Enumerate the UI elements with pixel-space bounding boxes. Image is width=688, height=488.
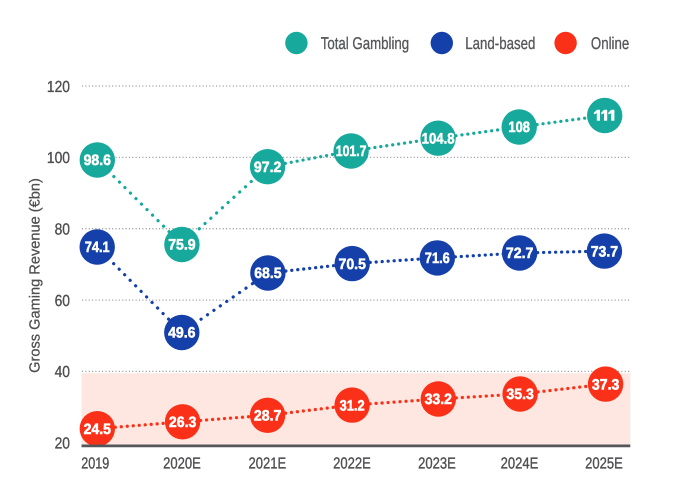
svg-text:Gross Gaming Revenue (€bn): Gross Gaming Revenue (€bn): [28, 178, 44, 373]
svg-text:Total Gambling: Total Gambling: [321, 34, 409, 53]
svg-text:101.7: 101.7: [336, 143, 367, 160]
svg-text:68.5: 68.5: [254, 265, 281, 282]
svg-text:28.7: 28.7: [254, 408, 281, 425]
svg-text:73.7: 73.7: [591, 243, 618, 260]
svg-text:70.5: 70.5: [338, 256, 365, 273]
svg-text:100: 100: [47, 150, 70, 167]
svg-text:49.6: 49.6: [168, 325, 195, 342]
svg-text:2025E: 2025E: [585, 455, 623, 472]
svg-text:75.9: 75.9: [168, 237, 195, 254]
svg-text:120: 120: [47, 79, 70, 96]
svg-text:72.7: 72.7: [506, 245, 533, 262]
svg-text:24.5: 24.5: [84, 421, 111, 438]
svg-text:2024E: 2024E: [501, 455, 539, 472]
svg-text:26.3: 26.3: [169, 414, 196, 431]
svg-text:104.8: 104.8: [422, 130, 455, 147]
svg-text:98.6: 98.6: [84, 152, 111, 169]
svg-text:Online: Online: [591, 34, 629, 53]
svg-text:97.2: 97.2: [254, 159, 281, 176]
svg-text:40: 40: [55, 364, 70, 381]
svg-text:2022E: 2022E: [333, 455, 371, 472]
svg-text:2019: 2019: [81, 455, 109, 472]
svg-text:35.3: 35.3: [506, 386, 533, 403]
svg-text:80: 80: [55, 222, 70, 239]
svg-text:60: 60: [55, 293, 70, 310]
svg-text:33.2: 33.2: [425, 391, 452, 408]
svg-text:108: 108: [508, 119, 530, 136]
svg-text:2021E: 2021E: [248, 455, 286, 472]
svg-text:2020E: 2020E: [163, 455, 201, 472]
svg-text:31.2: 31.2: [340, 397, 365, 414]
svg-text:20: 20: [55, 436, 70, 453]
svg-text:37.3: 37.3: [592, 376, 619, 393]
svg-text:74.1: 74.1: [85, 239, 110, 256]
svg-text:71.6: 71.6: [425, 250, 450, 267]
svg-text:2023E: 2023E: [418, 455, 456, 472]
svg-text:Land-based: Land-based: [465, 34, 535, 53]
